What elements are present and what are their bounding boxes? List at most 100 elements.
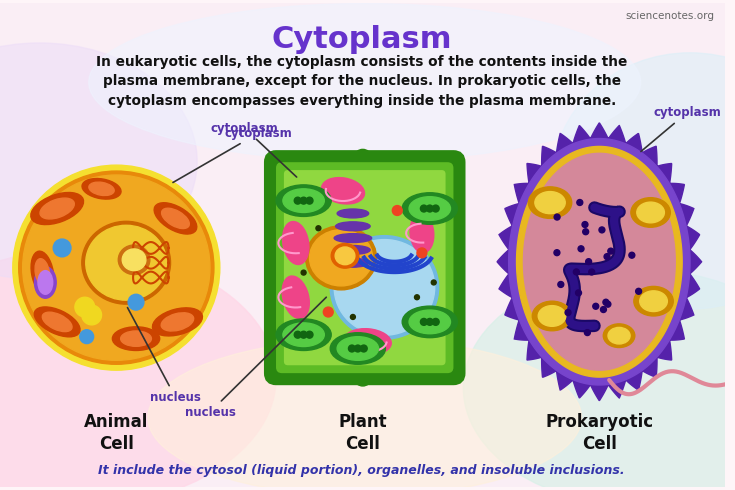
Ellipse shape <box>410 214 434 253</box>
Circle shape <box>593 303 599 309</box>
Circle shape <box>128 294 144 310</box>
Ellipse shape <box>634 286 673 316</box>
Text: nucleus: nucleus <box>127 308 201 404</box>
Ellipse shape <box>38 270 53 294</box>
Text: cytoplasm: cytoplasm <box>173 126 293 182</box>
Circle shape <box>360 345 368 352</box>
Circle shape <box>565 310 571 316</box>
Circle shape <box>584 330 590 336</box>
Ellipse shape <box>18 171 214 364</box>
Text: nucleus: nucleus <box>184 297 326 418</box>
Ellipse shape <box>337 258 369 267</box>
Circle shape <box>629 252 635 258</box>
Polygon shape <box>523 153 675 370</box>
Circle shape <box>554 250 560 256</box>
Circle shape <box>420 318 427 325</box>
Circle shape <box>301 270 306 275</box>
Circle shape <box>582 221 588 227</box>
Ellipse shape <box>283 189 324 213</box>
Ellipse shape <box>89 3 641 161</box>
Circle shape <box>573 269 579 275</box>
Circle shape <box>432 318 439 325</box>
Text: It include the cytosol (liquid portion), organelles, and insoluble inclusions.: It include the cytosol (liquid portion),… <box>98 464 625 477</box>
Circle shape <box>426 318 433 325</box>
Ellipse shape <box>82 178 121 199</box>
Ellipse shape <box>330 236 439 339</box>
Circle shape <box>351 315 355 319</box>
Ellipse shape <box>331 244 359 268</box>
Ellipse shape <box>337 209 369 218</box>
Ellipse shape <box>23 175 210 360</box>
Circle shape <box>431 280 436 285</box>
Ellipse shape <box>603 324 635 347</box>
Ellipse shape <box>35 307 80 337</box>
Circle shape <box>578 246 584 252</box>
Text: In eukaryotic cells, the cytoplasm consists of the contents inside the: In eukaryotic cells, the cytoplasm consi… <box>96 55 628 69</box>
Ellipse shape <box>336 245 370 254</box>
Ellipse shape <box>409 310 451 334</box>
Circle shape <box>80 330 93 343</box>
Text: plasma membrane, except for the nucleus. In prokaryotic cells, the: plasma membrane, except for the nucleus.… <box>103 74 621 89</box>
Ellipse shape <box>12 165 220 370</box>
Circle shape <box>608 248 614 254</box>
Text: Prokaryotic
Cell: Prokaryotic Cell <box>545 413 653 453</box>
Ellipse shape <box>631 197 670 227</box>
Circle shape <box>294 331 301 338</box>
Ellipse shape <box>148 339 581 490</box>
Circle shape <box>586 259 592 265</box>
Ellipse shape <box>82 221 171 304</box>
Ellipse shape <box>337 337 379 360</box>
Ellipse shape <box>608 327 630 344</box>
Text: Cytoplasm: Cytoplasm <box>271 25 452 54</box>
Ellipse shape <box>276 185 331 217</box>
Ellipse shape <box>118 245 150 274</box>
Ellipse shape <box>336 222 370 231</box>
Ellipse shape <box>355 149 370 163</box>
Ellipse shape <box>309 230 373 286</box>
Ellipse shape <box>532 301 572 331</box>
Circle shape <box>82 305 101 325</box>
Ellipse shape <box>40 198 74 219</box>
Ellipse shape <box>334 240 434 335</box>
Ellipse shape <box>161 313 193 331</box>
Polygon shape <box>497 123 702 401</box>
Ellipse shape <box>121 331 151 346</box>
Ellipse shape <box>637 202 664 223</box>
Circle shape <box>558 281 564 288</box>
Ellipse shape <box>154 203 197 234</box>
Circle shape <box>589 269 595 275</box>
Text: cytoplasm: cytoplasm <box>641 106 721 151</box>
Ellipse shape <box>355 372 370 386</box>
Ellipse shape <box>162 208 190 228</box>
Ellipse shape <box>402 193 457 224</box>
Circle shape <box>53 239 71 257</box>
Polygon shape <box>509 139 690 385</box>
Circle shape <box>294 197 301 204</box>
Ellipse shape <box>31 251 54 294</box>
Ellipse shape <box>444 152 459 166</box>
Ellipse shape <box>35 267 56 298</box>
Ellipse shape <box>35 259 50 287</box>
Ellipse shape <box>112 327 159 350</box>
Ellipse shape <box>344 329 391 355</box>
Ellipse shape <box>463 270 735 490</box>
Ellipse shape <box>335 247 355 265</box>
Ellipse shape <box>152 308 202 336</box>
Circle shape <box>432 205 439 212</box>
Ellipse shape <box>266 369 282 383</box>
Circle shape <box>603 299 609 305</box>
Ellipse shape <box>402 306 457 338</box>
Ellipse shape <box>322 177 365 204</box>
FancyBboxPatch shape <box>268 154 462 381</box>
Ellipse shape <box>538 306 566 326</box>
Circle shape <box>300 197 307 204</box>
Circle shape <box>605 301 611 307</box>
Polygon shape <box>517 147 682 377</box>
Ellipse shape <box>282 276 309 318</box>
Ellipse shape <box>444 369 459 383</box>
Ellipse shape <box>89 182 114 196</box>
Ellipse shape <box>31 193 84 224</box>
Text: Plant
Cell: Plant Cell <box>338 413 387 453</box>
Circle shape <box>306 331 313 338</box>
Ellipse shape <box>266 152 282 166</box>
